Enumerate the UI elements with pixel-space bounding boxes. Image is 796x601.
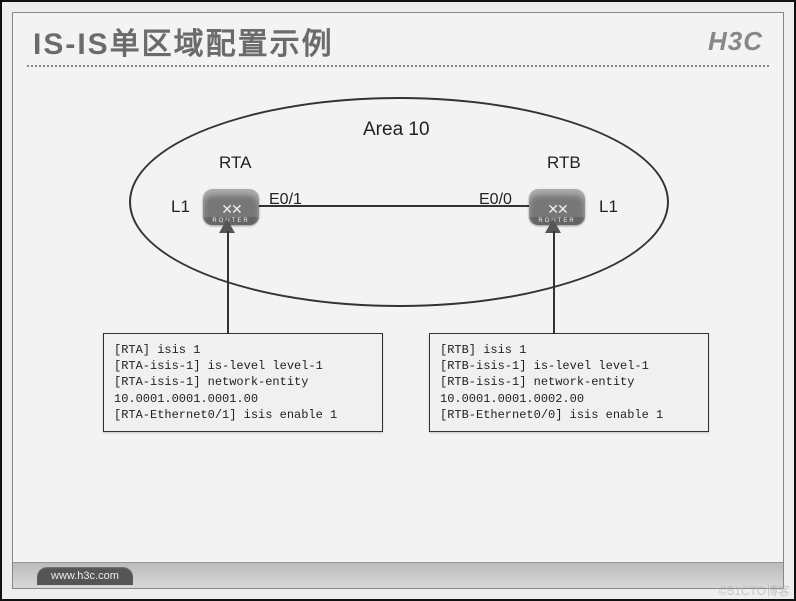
slide-page: IS-IS单区域配置示例 H3C Area 10 RTA RTB L1 L1 E…	[0, 0, 796, 601]
title-bar: IS-IS单区域配置示例 H3C	[13, 13, 783, 63]
rtb-level-label: L1	[599, 197, 618, 217]
rtb-config-text: [RTB] isis 1 [RTB-isis-1] is-level level…	[440, 343, 663, 422]
watermark: ©51CTO博客	[719, 582, 790, 599]
area-label: Area 10	[363, 119, 430, 141]
brand-logo: H3C	[708, 26, 763, 57]
arrow-shaft-rtb	[553, 231, 555, 333]
rtb-config-box: [RTB] isis 1 [RTB-isis-1] is-level level…	[429, 333, 709, 432]
rta-name-label: RTA	[219, 153, 251, 173]
slide-frame: IS-IS单区域配置示例 H3C Area 10 RTA RTB L1 L1 E…	[12, 12, 784, 589]
router-glyph-icon: ✕✕	[221, 201, 240, 217]
footer-url: www.h3c.com	[37, 567, 133, 585]
slide-title: IS-IS单区域配置示例	[33, 19, 334, 63]
footer-bar: www.h3c.com	[13, 562, 783, 588]
ethernet-link	[259, 205, 529, 207]
arrow-shaft-rta	[227, 231, 229, 333]
router-glyph-icon: ✕✕	[547, 201, 566, 217]
diagram-canvas: Area 10 RTA RTB L1 L1 E0/1 E0/0 ✕✕ ROUTE…	[13, 67, 783, 582]
rtb-name-label: RTB	[547, 153, 581, 173]
rta-config-box: [RTA] isis 1 [RTA-isis-1] is-level level…	[103, 333, 383, 432]
rta-level-label: L1	[171, 197, 190, 217]
rta-config-text: [RTA] isis 1 [RTA-isis-1] is-level level…	[114, 343, 337, 422]
